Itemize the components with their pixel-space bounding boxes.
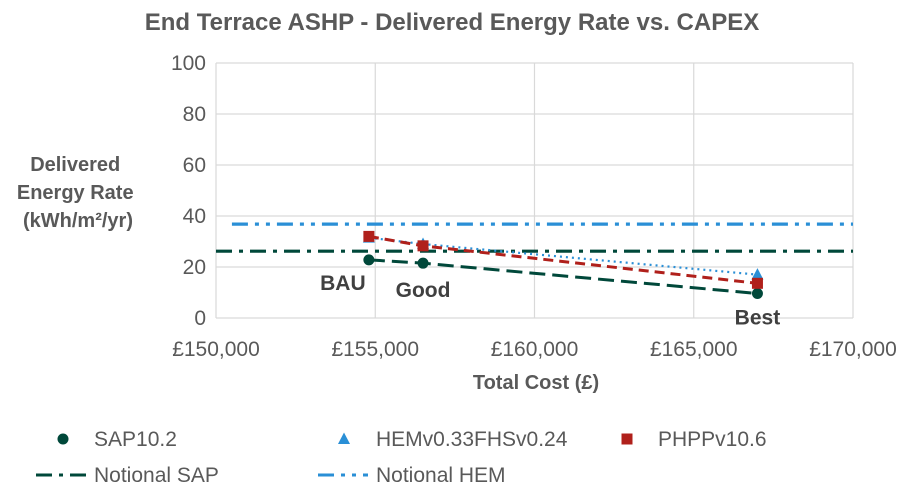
x-tick-label: £165,000 <box>650 338 738 361</box>
legend-label: Notional SAP <box>94 464 219 487</box>
legend-marker-triangle <box>338 432 350 444</box>
chart-title: End Terrace ASHP - Delivered Energy Rate… <box>145 9 759 36</box>
data-point-triangle <box>751 268 764 280</box>
gridlines <box>215 62 854 319</box>
x-tick-label: £150,000 <box>172 338 260 361</box>
point-label-bau: BAU <box>320 272 366 295</box>
annotations: BAU Good Best <box>320 272 780 330</box>
legend-label: SAP10.2 <box>94 428 177 451</box>
series-markers <box>362 230 764 300</box>
legend-marker-square <box>621 433 633 445</box>
y-axis-title-line-1: Delivered <box>30 154 120 176</box>
data-point-square <box>363 230 375 242</box>
y-axis-title-line-3: (kWh/m²/yr) <box>23 210 133 232</box>
data-point-circle <box>417 257 429 269</box>
legend-label: Notional HEM <box>376 464 506 487</box>
y-tick-label: 40 <box>183 205 206 228</box>
x-tick-label: £170,000 <box>809 338 897 361</box>
x-axis-ticks: £150,000 £155,000 £160,000 £165,000 £170,000 <box>172 338 897 361</box>
x-tick-label: £160,000 <box>491 338 579 361</box>
data-point-square <box>417 240 429 252</box>
legend-label: PHPPv10.6 <box>658 428 767 451</box>
legend: SAP10.2 HEMv0.33FHSv0.24 PHPPv10.6 Notional… <box>36 428 767 487</box>
y-axis-ticks: 0 20 40 60 80 100 <box>171 52 206 330</box>
y-tick-label: 60 <box>183 154 206 177</box>
y-tick-label: 20 <box>183 256 206 279</box>
reference-lines <box>216 222 853 253</box>
y-tick-label: 0 <box>194 307 206 330</box>
y-axis-title-line-2: Energy Rate <box>17 182 134 204</box>
legend-label: HEMv0.33FHSv0.24 <box>376 428 568 451</box>
data-point-circle <box>363 254 375 266</box>
data-point-square <box>751 277 763 289</box>
point-label-good: Good <box>396 279 451 302</box>
y-tick-label: 100 <box>171 52 206 75</box>
legend-marker-circle <box>57 433 69 445</box>
point-label-best: Best <box>735 307 781 330</box>
x-axis-title: Total Cost (£) <box>473 372 599 394</box>
y-axis-title: Delivered Energy Rate (kWh/m²/yr) <box>17 154 139 232</box>
y-tick-label: 80 <box>183 103 206 126</box>
data-point-circle <box>751 288 763 300</box>
x-tick-label: £155,000 <box>331 338 419 361</box>
